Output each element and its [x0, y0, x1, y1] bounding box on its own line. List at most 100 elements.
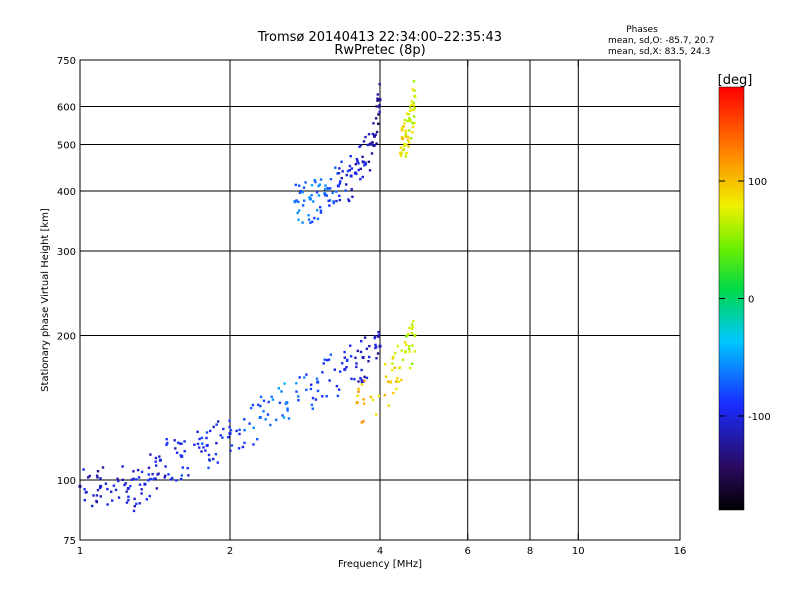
scatter-point	[207, 466, 210, 469]
scatter-point	[412, 320, 415, 323]
scatter-point	[317, 184, 320, 188]
scatter-point	[396, 377, 399, 380]
scatter-point	[310, 403, 314, 407]
scatter-point	[363, 379, 366, 382]
scatter-point	[316, 209, 319, 212]
scatter-point	[368, 344, 371, 348]
scatter-point	[405, 143, 408, 146]
scatter-point	[400, 126, 404, 130]
scatter-point	[378, 110, 381, 114]
scatter-point	[316, 217, 320, 221]
scatter-point	[295, 390, 298, 393]
scatter-point	[324, 194, 327, 197]
scatter-point	[101, 466, 105, 469]
scatter-point	[350, 377, 353, 380]
scatter-point	[91, 504, 94, 508]
scatter-point	[327, 199, 330, 202]
scatter-point	[338, 198, 341, 202]
scatter-point	[340, 177, 343, 180]
scatter-point	[326, 359, 329, 362]
scatter-point	[408, 326, 411, 330]
scatter-point	[368, 355, 371, 359]
scatter-point	[117, 496, 121, 499]
scatter-point	[121, 465, 124, 468]
scatter-point	[407, 113, 410, 116]
scatter-point	[404, 155, 408, 158]
x-tick-label: 4	[377, 546, 383, 557]
scatter-point	[407, 145, 410, 148]
scatter-point	[183, 440, 186, 443]
scatter-point	[313, 216, 316, 220]
scatter-point	[377, 113, 380, 116]
scatter-point	[406, 119, 409, 123]
scatter-point	[406, 334, 409, 337]
scatter-point	[345, 183, 348, 186]
scatter-point	[297, 399, 300, 402]
scatter-point	[361, 175, 364, 179]
scatter-point	[348, 164, 352, 168]
scatter-point	[359, 376, 362, 380]
scatter-point	[243, 429, 246, 432]
scatter-point	[406, 138, 410, 142]
scatter-point	[378, 104, 381, 107]
scatter-point	[374, 343, 377, 347]
scatter-point	[270, 395, 273, 398]
scatter-point	[229, 449, 232, 452]
scatter-point	[301, 191, 304, 194]
scatter-point	[216, 461, 219, 464]
scatter-point	[374, 133, 377, 136]
scatter-point	[325, 194, 328, 197]
scatter-point	[368, 169, 372, 172]
scatter-point	[335, 199, 338, 203]
scatter-point	[393, 366, 396, 369]
scatter-point	[355, 401, 359, 405]
scatter-point	[98, 486, 102, 490]
scatter-point	[356, 159, 359, 162]
scatter-point	[359, 350, 363, 354]
scatter-point	[309, 387, 313, 391]
scatter-point	[174, 447, 177, 450]
scatter-point	[147, 479, 150, 482]
scatter-point	[350, 167, 353, 170]
scatter-point	[355, 158, 359, 161]
scatter-point	[402, 125, 405, 128]
scatter-point	[283, 382, 286, 385]
scatter-point	[165, 438, 168, 441]
scatter-point	[362, 398, 365, 401]
scatter-point	[375, 413, 378, 416]
scatter-point	[311, 407, 314, 410]
x-tick-label: 8	[527, 546, 533, 557]
scatter-point	[111, 499, 114, 502]
scatter-point	[104, 482, 108, 485]
scatter-point	[256, 438, 259, 441]
scatter-point	[302, 186, 306, 189]
scatter-point	[363, 336, 367, 339]
scatter-point	[354, 171, 357, 174]
scatter-point	[212, 425, 215, 429]
scatter-point	[335, 190, 338, 193]
scatter-point	[180, 454, 184, 458]
scatter-point	[138, 483, 142, 486]
scatter-point	[136, 468, 140, 472]
scatter-point	[138, 502, 141, 505]
scatter-point	[171, 476, 174, 480]
scatter-point	[169, 478, 173, 481]
y-tick-label: 750	[57, 56, 76, 67]
scatter-point	[301, 221, 304, 224]
scatter-point	[132, 470, 135, 473]
scatter-point	[147, 466, 151, 469]
scatter-point	[361, 356, 365, 359]
scatter-point	[378, 344, 382, 348]
scatter-point	[196, 442, 200, 446]
scatter-point	[297, 200, 300, 204]
scatter-point	[96, 476, 99, 479]
scatter-point	[308, 197, 312, 201]
scatter-point	[126, 487, 130, 490]
scatter-point	[228, 425, 231, 429]
scatter-point	[140, 470, 144, 474]
scatter-point	[251, 403, 255, 407]
scatter-point	[311, 220, 314, 224]
scatter-point	[298, 209, 301, 212]
scatter-point	[371, 141, 374, 144]
